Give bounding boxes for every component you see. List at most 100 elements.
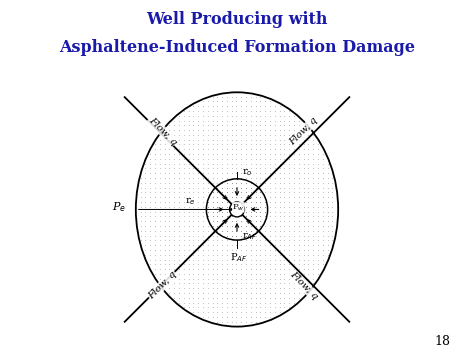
Point <box>256 113 264 119</box>
Point <box>252 113 259 119</box>
Point <box>170 146 178 152</box>
Point <box>194 242 202 248</box>
Point <box>170 228 178 234</box>
Point <box>180 170 188 176</box>
Point <box>233 290 240 296</box>
Point <box>213 161 221 166</box>
Point <box>281 223 288 229</box>
Point <box>314 204 322 209</box>
Point <box>324 156 331 162</box>
Point <box>180 247 188 253</box>
Point <box>295 285 302 291</box>
Point <box>165 247 173 253</box>
Point <box>161 218 168 224</box>
Point <box>219 276 226 282</box>
Point <box>219 218 226 224</box>
Point <box>180 118 188 123</box>
Point <box>233 122 240 128</box>
Point <box>228 285 236 291</box>
Point <box>281 127 288 133</box>
Point <box>185 213 192 219</box>
Point <box>194 146 202 152</box>
Point <box>271 305 279 310</box>
Point <box>170 247 178 253</box>
Point <box>276 194 283 200</box>
Point <box>242 122 250 128</box>
Point <box>295 170 302 176</box>
Point <box>271 300 279 305</box>
Point <box>305 190 312 195</box>
Point <box>256 290 264 296</box>
Point <box>170 280 178 286</box>
Point <box>276 199 283 205</box>
Point <box>219 247 226 253</box>
Point <box>233 118 240 123</box>
Point <box>285 257 293 262</box>
Point <box>137 209 145 214</box>
Point <box>242 146 250 152</box>
Point <box>290 199 298 205</box>
Point <box>237 319 245 324</box>
Point <box>314 252 322 257</box>
Point <box>310 223 317 229</box>
Point <box>295 175 302 181</box>
Point <box>310 266 317 272</box>
Point <box>233 257 240 262</box>
Point <box>256 314 264 320</box>
Point <box>165 233 173 238</box>
Point <box>180 190 188 195</box>
Point <box>256 194 264 200</box>
Point <box>156 257 164 262</box>
Point <box>219 108 226 114</box>
Point <box>300 122 307 128</box>
Point <box>266 257 274 262</box>
Point <box>319 257 327 262</box>
Point <box>285 170 293 176</box>
Point <box>219 113 226 119</box>
Point <box>237 295 245 301</box>
Point <box>285 156 293 162</box>
Point <box>204 233 211 238</box>
Point <box>170 213 178 219</box>
Point <box>242 237 250 243</box>
Point <box>290 122 298 128</box>
Point <box>262 261 269 267</box>
Point <box>271 242 279 248</box>
Point <box>175 142 183 147</box>
Point <box>165 252 173 257</box>
Point <box>213 237 221 243</box>
Point <box>199 170 207 176</box>
Point <box>156 213 164 219</box>
Point <box>204 218 211 224</box>
Point <box>161 213 168 219</box>
Point <box>185 175 192 181</box>
Point <box>252 199 259 205</box>
Point <box>247 261 255 267</box>
Point <box>180 175 188 181</box>
Point <box>185 233 192 238</box>
Point <box>190 113 197 119</box>
Point <box>285 300 293 305</box>
Point <box>142 237 149 243</box>
Point <box>262 151 269 157</box>
Point <box>175 185 183 190</box>
Point <box>290 165 298 171</box>
Point <box>209 271 216 277</box>
Point <box>295 180 302 186</box>
Point <box>271 165 279 171</box>
Point <box>209 228 216 234</box>
Point <box>233 223 240 229</box>
Point <box>237 276 245 282</box>
Point <box>233 165 240 171</box>
Point <box>185 285 192 291</box>
Point <box>271 276 279 282</box>
Point <box>170 233 178 238</box>
Point <box>256 165 264 171</box>
Point <box>247 228 255 234</box>
Point <box>228 314 236 320</box>
Point <box>247 113 255 119</box>
Point <box>271 266 279 272</box>
Point <box>213 290 221 296</box>
Point <box>194 180 202 186</box>
Point <box>247 252 255 257</box>
